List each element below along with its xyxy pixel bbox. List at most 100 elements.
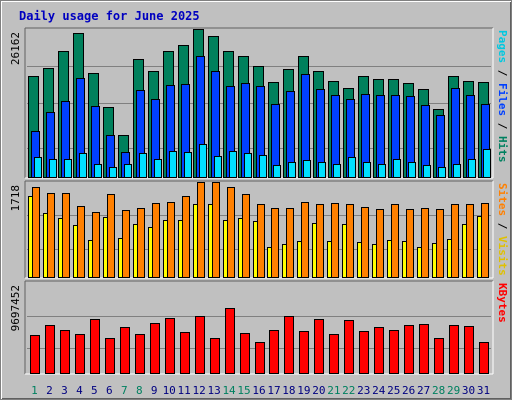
x-tick-label-day-19: 19: [297, 384, 310, 397]
bar-pages-day-6: [109, 167, 117, 178]
bar-sites-day-15: [242, 194, 250, 278]
x-tick-label-day-13: 13: [207, 384, 220, 397]
x-tick-label-day-30: 30: [462, 384, 475, 397]
x-tick-label-day-25: 25: [387, 384, 400, 397]
series-label-part-1: Sites: [496, 183, 509, 216]
series-label-part-3: Visits: [496, 236, 509, 276]
chart-title: Daily usage for June 2025: [19, 9, 200, 23]
bar-kbytes-day-17: [269, 330, 279, 374]
x-tick-label-day-5: 5: [91, 384, 98, 397]
x-tick-label-day-2: 2: [46, 384, 53, 397]
bar-pages-day-29: [453, 164, 461, 178]
bar-kbytes-day-24: [374, 327, 384, 374]
bar-pages-day-22: [348, 157, 356, 178]
bar-kbytes-day-22: [344, 320, 354, 374]
panel-middle-scale-label: 1718: [9, 185, 22, 212]
bar-pages-day-5: [94, 164, 102, 178]
bar-sites-day-5: [92, 212, 100, 278]
bar-kbytes-day-7: [120, 327, 130, 374]
series-label-part-1: Pages: [496, 30, 509, 63]
bar-sites-day-28: [436, 209, 444, 278]
bar-sites-day-9: [152, 203, 160, 278]
bar-pages-day-3: [64, 159, 72, 178]
x-tick-label-day-6: 6: [106, 384, 113, 397]
bar-kbytes-day-3: [60, 330, 70, 374]
bar-sites-day-13: [212, 182, 220, 278]
panel-middle-series-label: Sites / Visits: [496, 183, 509, 276]
bar-kbytes-day-15: [240, 333, 250, 374]
bar-sites-day-25: [391, 204, 399, 278]
bar-sites-day-11: [182, 196, 190, 278]
x-tick-label-day-1: 1: [31, 384, 38, 397]
bar-sites-day-24: [376, 209, 384, 278]
x-tick-label-day-9: 9: [151, 384, 158, 397]
bar-pages-day-12: [199, 144, 207, 178]
x-tick-label-day-16: 16: [252, 384, 265, 397]
bar-pages-day-16: [259, 155, 267, 178]
bar-pages-day-20: [318, 162, 326, 178]
bar-sites-day-8: [137, 208, 145, 278]
bar-pages-day-8: [139, 153, 147, 178]
bar-pages-day-28: [438, 167, 446, 178]
bar-pages-day-30: [468, 159, 476, 178]
x-tick-label-day-23: 23: [357, 384, 370, 397]
x-tick-label-day-12: 12: [193, 384, 206, 397]
bar-kbytes-day-23: [359, 331, 369, 374]
bar-pages-day-7: [124, 164, 132, 178]
bar-pages-day-25: [393, 159, 401, 178]
x-tick-label-day-18: 18: [282, 384, 295, 397]
bar-sites-day-7: [122, 210, 130, 278]
bar-kbytes-day-13: [210, 338, 220, 374]
x-tick-label-day-3: 3: [61, 384, 68, 397]
bar-kbytes-day-5: [90, 319, 100, 374]
bar-sites-day-26: [406, 209, 414, 278]
bar-sites-day-12: [197, 182, 205, 278]
bar-kbytes-day-16: [255, 342, 265, 374]
bar-sites-day-4: [77, 206, 85, 278]
series-label-part-3: Files: [496, 83, 509, 116]
bar-pages-day-4: [79, 153, 87, 178]
bar-kbytes-day-10: [165, 318, 175, 374]
bar-pages-day-10: [169, 151, 177, 178]
panel-top-series-label: Pages / Files / Hits: [496, 30, 509, 163]
x-tick-label-day-29: 29: [447, 384, 460, 397]
bar-kbytes-day-9: [150, 323, 160, 374]
bar-kbytes-day-20: [314, 319, 324, 374]
panel-bottom-scale-label: 9697452: [9, 285, 22, 331]
bar-sites-day-14: [227, 187, 235, 278]
x-tick-label-day-10: 10: [163, 384, 176, 397]
bar-pages-day-23: [363, 162, 371, 178]
bar-sites-day-2: [47, 193, 55, 278]
bar-kbytes-day-28: [434, 338, 444, 374]
bar-kbytes-day-6: [105, 338, 115, 374]
x-tick-label-day-7: 7: [121, 384, 128, 397]
series-label-part-1: KBytes: [496, 283, 509, 323]
bar-pages-day-27: [423, 165, 431, 178]
x-tick-label-day-20: 20: [312, 384, 325, 397]
bar-kbytes-day-27: [419, 324, 429, 374]
bar-sites-day-10: [167, 202, 175, 278]
bar-pages-day-1: [34, 157, 42, 178]
panel-bottom-series-label: KBytes: [496, 283, 509, 323]
x-tick-label-day-15: 15: [237, 384, 250, 397]
bar-kbytes-day-31: [479, 342, 489, 374]
bar-pages-day-9: [154, 159, 162, 178]
bar-kbytes-day-4: [75, 334, 85, 374]
bar-sites-day-18: [286, 208, 294, 278]
bar-kbytes-day-26: [404, 325, 414, 374]
bar-pages-day-19: [303, 160, 311, 178]
bar-kbytes-day-21: [329, 334, 339, 374]
x-tick-label-day-11: 11: [178, 384, 191, 397]
x-tick-label-day-8: 8: [136, 384, 143, 397]
bar-sites-day-29: [451, 204, 459, 278]
bar-kbytes-day-1: [30, 335, 40, 374]
bar-sites-day-3: [62, 193, 70, 278]
bar-pages-day-14: [229, 151, 237, 178]
series-label-part-4: /: [496, 116, 509, 136]
bar-pages-day-26: [408, 162, 416, 178]
bar-sites-day-23: [361, 207, 369, 278]
bar-pages-day-13: [214, 156, 222, 178]
bar-sites-day-30: [466, 204, 474, 278]
